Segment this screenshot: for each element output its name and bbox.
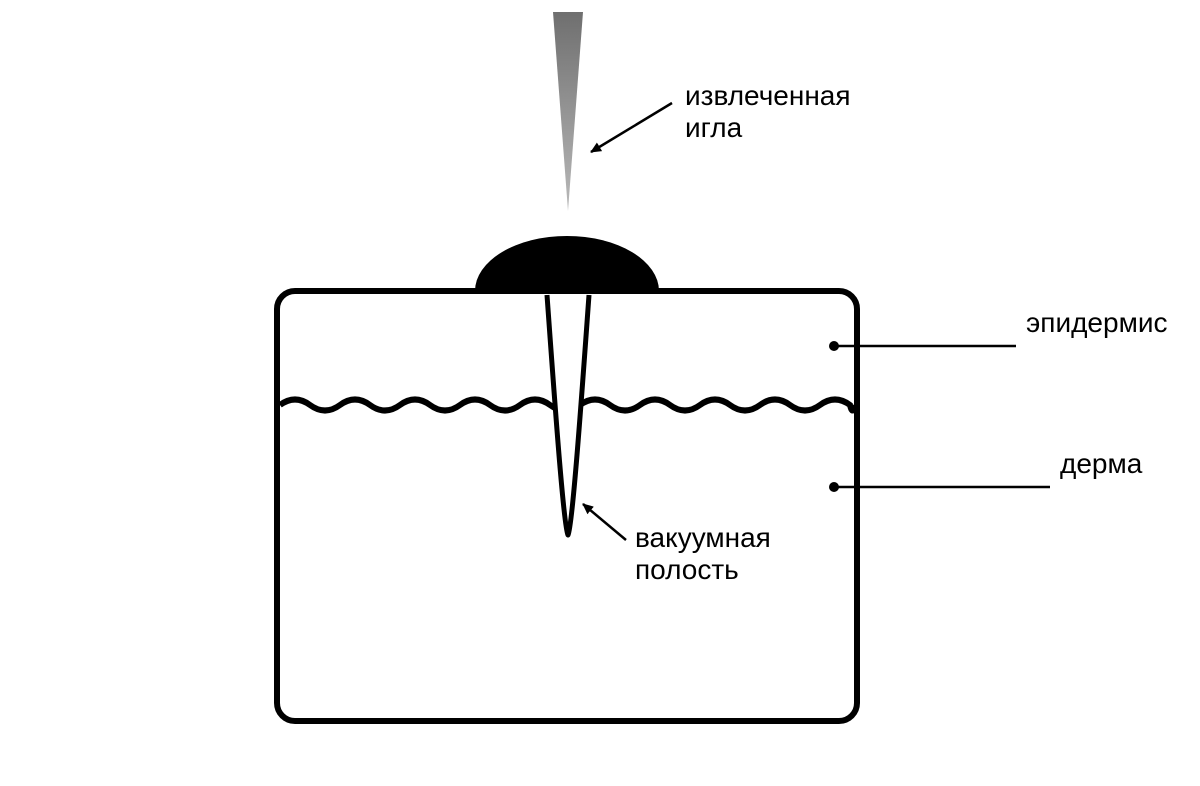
epidermis-dot bbox=[829, 341, 839, 351]
dermis-label: дерма bbox=[1060, 448, 1143, 479]
diagram-svg: извлеченная игла вакуумная полость эпиде… bbox=[0, 0, 1200, 786]
dermis-dot bbox=[829, 482, 839, 492]
needle-label-line2: игла bbox=[685, 112, 743, 143]
cavity-label-line1: вакуумная bbox=[635, 522, 771, 553]
needle-label-line1: извлеченная bbox=[685, 80, 851, 111]
epidermis-label: эпидермис bbox=[1026, 307, 1167, 338]
cavity-label-line2: полость bbox=[635, 554, 739, 585]
